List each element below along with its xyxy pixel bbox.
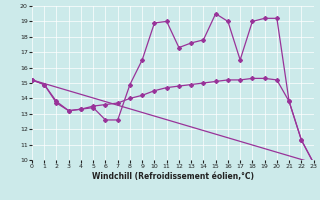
X-axis label: Windchill (Refroidissement éolien,°C): Windchill (Refroidissement éolien,°C) bbox=[92, 172, 254, 181]
